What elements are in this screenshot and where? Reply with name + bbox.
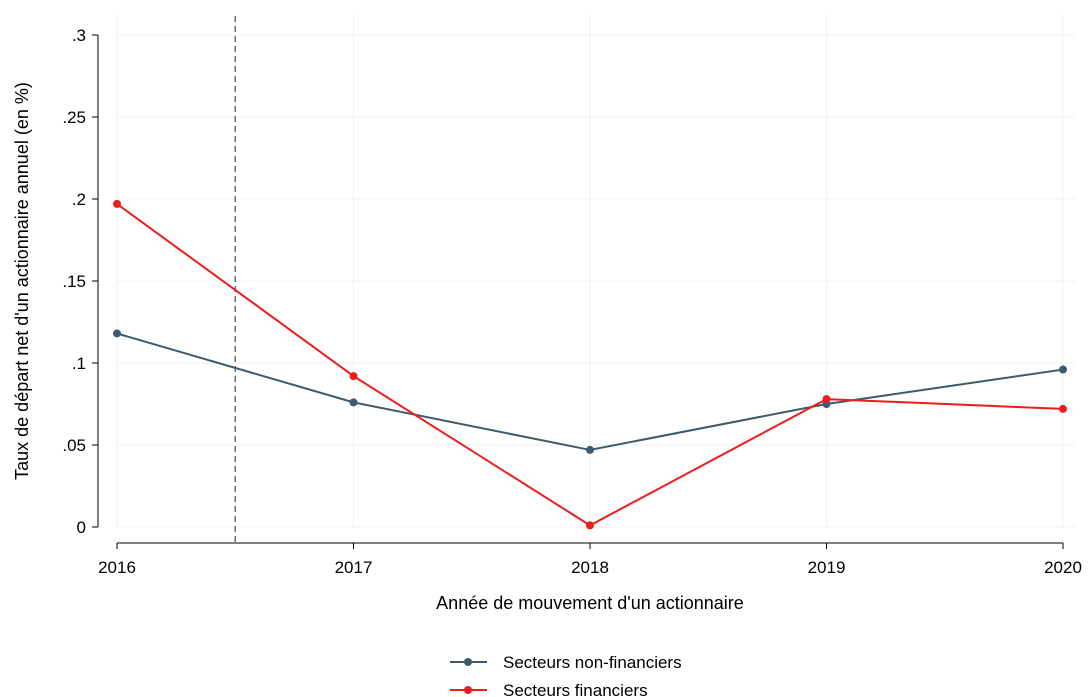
y-tick-label: .3 bbox=[72, 26, 86, 45]
legend-label: Secteurs non-financiers bbox=[503, 653, 682, 672]
series-group bbox=[113, 199, 1067, 530]
y-tick-label: .25 bbox=[62, 108, 86, 127]
x-tick-label: 2017 bbox=[335, 558, 373, 577]
x-axis-title: Année de mouvement d'un actionnaire bbox=[436, 593, 744, 613]
data-point bbox=[113, 199, 121, 208]
data-point bbox=[1059, 365, 1067, 374]
y-tick-label: .2 bbox=[72, 190, 86, 209]
y-axis-ticks: 0 .05 .1 .15 .2 .25 .3 bbox=[62, 26, 98, 537]
data-point bbox=[113, 329, 121, 338]
data-point bbox=[1059, 404, 1067, 413]
data-point bbox=[349, 398, 358, 407]
y-tick-label: .05 bbox=[62, 436, 86, 455]
legend-marker bbox=[464, 658, 472, 666]
y-tick-label: .15 bbox=[62, 272, 86, 291]
y-tick-label: 0 bbox=[77, 518, 86, 537]
legend-item: Secteurs financiers bbox=[450, 681, 648, 697]
data-point bbox=[822, 395, 831, 404]
x-tick-label: 2020 bbox=[1044, 558, 1082, 577]
legend-marker bbox=[464, 686, 472, 694]
x-tick-label: 2018 bbox=[571, 558, 609, 577]
y-tick-label: .1 bbox=[72, 354, 86, 373]
x-tick-label: 2016 bbox=[98, 558, 136, 577]
series-2 bbox=[113, 199, 1067, 530]
series-1 bbox=[113, 329, 1067, 454]
data-point bbox=[349, 372, 358, 381]
legend: Secteurs non-financiers Secteurs financie… bbox=[450, 653, 682, 697]
legend-item: Secteurs non-financiers bbox=[450, 653, 682, 672]
x-tick-label: 2019 bbox=[808, 558, 846, 577]
x-axis-ticks: 2016 2017 2018 2019 2020 bbox=[98, 543, 1082, 577]
data-point bbox=[586, 445, 594, 454]
legend-label: Secteurs financiers bbox=[503, 681, 648, 697]
axes bbox=[97, 35, 1063, 544]
data-point bbox=[586, 521, 594, 530]
y-axis-title: Taux de départ net d'un actionnaire annu… bbox=[12, 82, 32, 480]
grid-lines bbox=[116, 15, 1075, 528]
